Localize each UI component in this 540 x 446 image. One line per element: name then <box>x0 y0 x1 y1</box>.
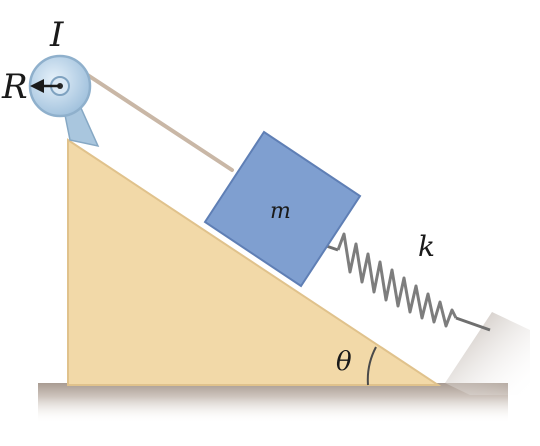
incline <box>67 138 442 386</box>
moment-of-inertia-label: I <box>49 15 64 55</box>
ground <box>38 383 508 423</box>
angle-arc <box>366 346 377 386</box>
block-mass <box>203 130 362 288</box>
mass-label: m <box>270 199 291 224</box>
cord <box>78 68 234 172</box>
angle-label: θ <box>336 347 352 377</box>
radius-label: R <box>1 67 28 107</box>
radius-arrow <box>30 79 60 93</box>
spring-constant-label: k <box>418 230 435 263</box>
spring-wall <box>445 312 530 395</box>
